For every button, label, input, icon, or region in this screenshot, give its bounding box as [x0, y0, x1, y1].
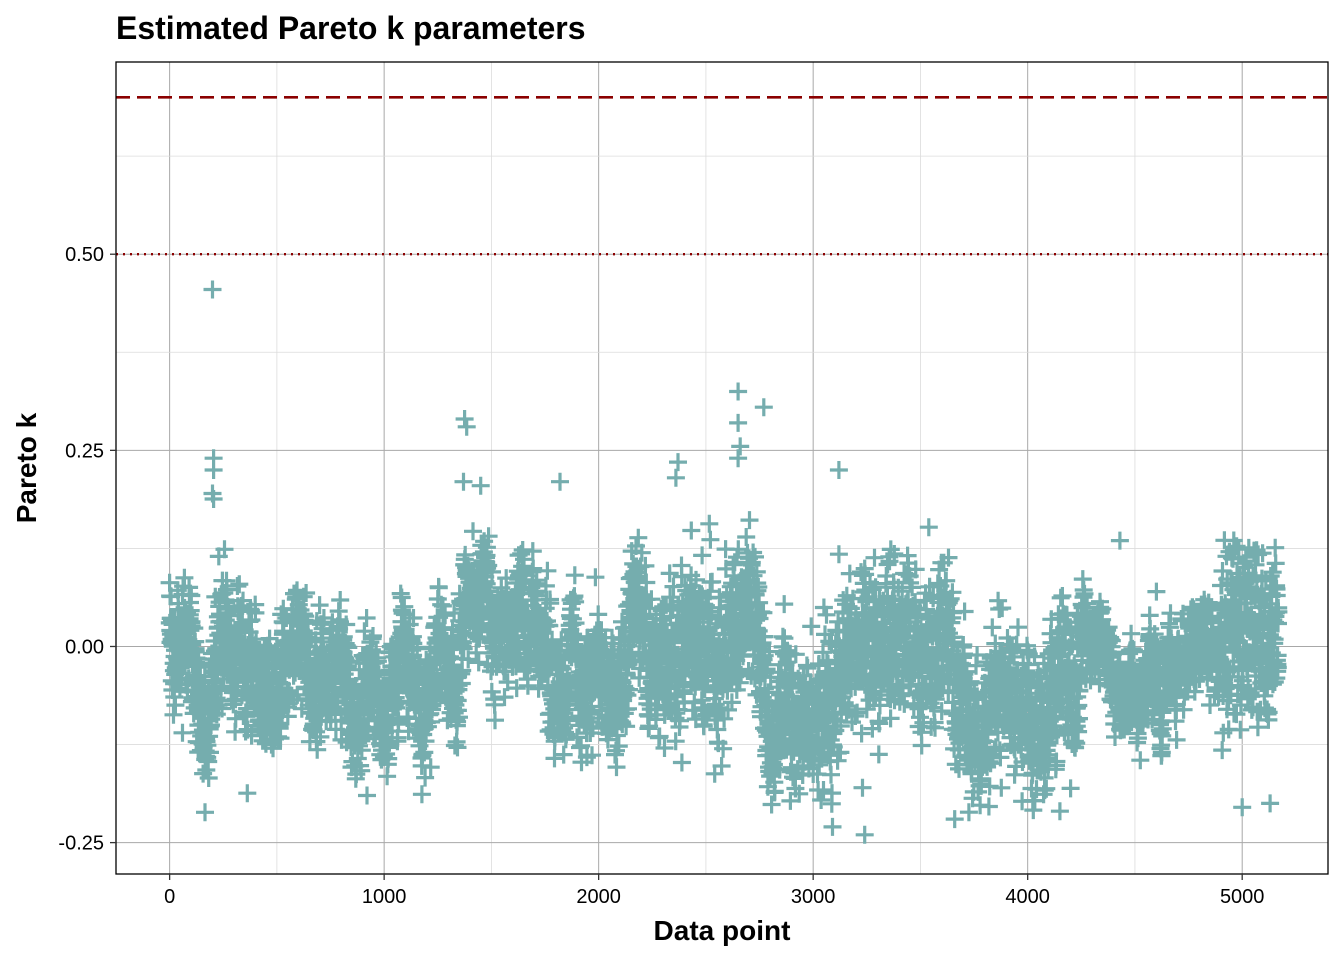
x-tick-label: 2000 — [576, 886, 621, 908]
y-tick-label: 0.00 — [65, 636, 104, 658]
y-tick-label: 0.25 — [65, 440, 104, 462]
x-tick-label: 5000 — [1220, 886, 1265, 908]
y-tick-label: 0.50 — [65, 244, 104, 266]
x-axis-ticks: 0 1000 2000 3000 4000 5000 — [164, 874, 1264, 908]
x-tick-label: 1000 — [362, 886, 407, 908]
data-points — [160, 280, 1288, 844]
scatter-points — [160, 280, 1288, 844]
x-axis-title: Data point — [654, 915, 791, 946]
x-tick-label: 4000 — [1005, 886, 1050, 908]
x-tick-label: 3000 — [791, 886, 836, 908]
plot-panel-border — [115, 61, 1329, 875]
y-axis-title: Pareto k — [11, 412, 42, 523]
x-tick-label: 0 — [164, 886, 175, 908]
y-tick-label: -0.25 — [58, 833, 104, 855]
y-axis-ticks: -0.25 0.00 0.25 0.50 — [58, 244, 116, 855]
chart-title: Estimated Pareto k parameters — [116, 10, 586, 46]
reference-lines — [116, 96, 1328, 256]
